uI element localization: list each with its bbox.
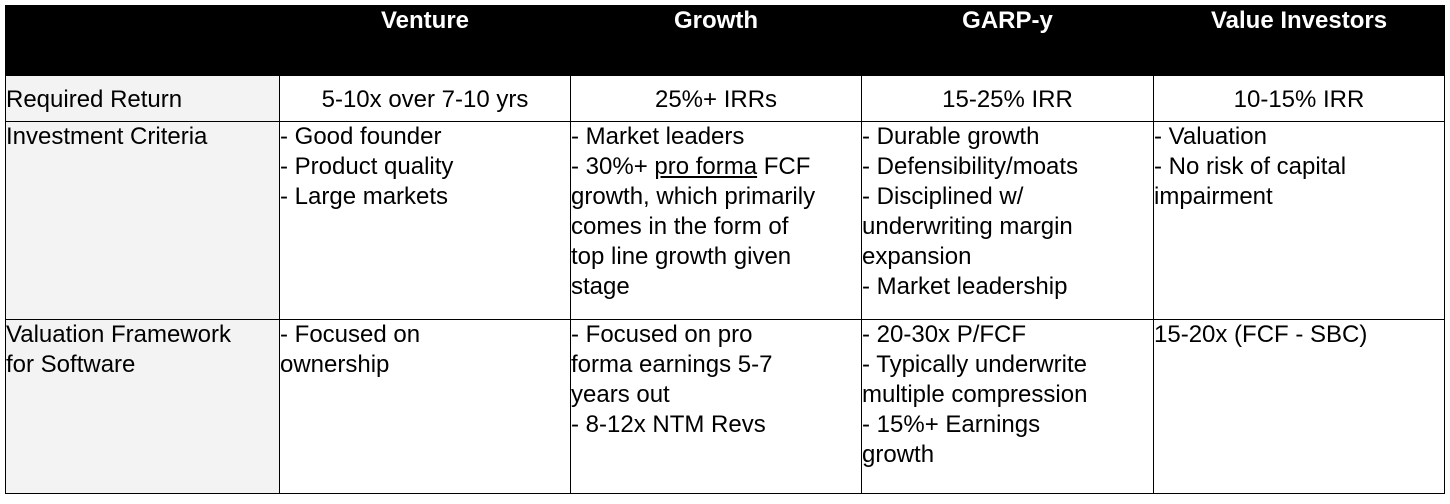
list-item: forma earnings 5-7 [571, 351, 773, 378]
list-item: - Disciplined w/ [862, 183, 1024, 210]
row-valuation-framework: Valuation Framework for Software - Focus… [5, 319, 1445, 494]
cell-criteria-garp: - Durable growth - Defensibility/moats -… [861, 121, 1154, 320]
cell-criteria-growth: - Market leaders - 30%+ pro forma FCF gr… [570, 121, 862, 320]
cell-valuation-value: 15-20x (FCF - SBC) [1153, 319, 1445, 494]
cell-return-growth: 25%+ IRRs [570, 75, 862, 122]
row-investment-criteria: Investment Criteria - Good founder - Pro… [5, 121, 1445, 320]
list-item: - Product quality [280, 153, 454, 180]
list-item: - Durable growth [862, 123, 1040, 150]
row-label-text: Required Return [6, 85, 183, 113]
header-corner [5, 5, 280, 76]
header-venture: Venture [279, 5, 571, 76]
list-item: - Market leadership [862, 273, 1068, 300]
list-item: multiple compression [862, 381, 1088, 408]
list-item: - Typically underwrite [862, 351, 1087, 378]
list-item: - Good founder [280, 123, 442, 150]
underlined-term: pro forma [654, 153, 758, 180]
text-segment: FCF [757, 153, 811, 180]
cell-valuation-venture: - Focused on ownership [279, 319, 571, 494]
list-item: expansion [862, 243, 972, 270]
row-label-text: Investment Criteria [6, 123, 208, 150]
row-label-valuation-framework: Valuation Framework for Software [5, 319, 280, 494]
cell-criteria-venture: - Good founder - Product quality - Large… [279, 121, 571, 320]
text-segment: - 30%+ [571, 153, 655, 180]
cell-criteria-value: - Valuation - No risk of capital impairm… [1153, 121, 1445, 320]
list-item: - Focused on [280, 321, 421, 348]
row-label-text: Valuation Framework [6, 321, 231, 348]
list-item: - Valuation [1154, 123, 1267, 150]
list-item: - 30%+ pro forma FCF [571, 152, 861, 182]
list-item: - Focused on pro [571, 321, 753, 348]
list-item: - 15%+ Earnings [862, 411, 1041, 438]
list-item: - 20-30x P/FCF [862, 321, 1027, 348]
list-item: years out [571, 381, 670, 408]
list-item: growth [862, 441, 935, 468]
list-item: 15-20x (FCF - SBC) [1154, 321, 1368, 348]
list-item: - Defensibility/moats [862, 153, 1079, 180]
header-garp: GARP-y [861, 5, 1154, 76]
row-label-investment-criteria: Investment Criteria [5, 121, 280, 320]
cell-valuation-growth: - Focused on pro forma earnings 5-7 year… [570, 319, 862, 494]
investor-comparison-table: Venture Growth GARP-y Value Investors Re… [5, 5, 1445, 494]
header-row: Venture Growth GARP-y Value Investors [5, 5, 1445, 76]
row-required-return: Required Return 5-10x over 7-10 yrs 25%+… [5, 75, 1445, 122]
list-item: - Large markets [280, 183, 449, 210]
list-item: growth, which primarily [571, 183, 816, 210]
row-label-text: for Software [6, 351, 136, 378]
cell-return-value: 10-15% IRR [1153, 75, 1445, 122]
list-item: stage [571, 273, 630, 300]
header-value-investors: Value Investors [1153, 5, 1445, 76]
cell-return-venture: 5-10x over 7-10 yrs [279, 75, 571, 122]
list-item: - Market leaders [571, 123, 745, 150]
list-item: - No risk of capital [1154, 153, 1347, 180]
list-item: top line growth given [571, 243, 792, 270]
list-item: ownership [280, 351, 390, 378]
list-item: impairment [1154, 183, 1273, 210]
cell-return-garp: 15-25% IRR [861, 75, 1154, 122]
header-growth: Growth [570, 5, 862, 76]
row-label-required-return: Required Return [5, 75, 280, 122]
list-item: comes in the form of [571, 213, 789, 240]
list-item: underwriting margin [862, 213, 1073, 240]
list-item: - 8-12x NTM Revs [571, 411, 766, 438]
cell-valuation-garp: - 20-30x P/FCF - Typically underwrite mu… [861, 319, 1154, 494]
